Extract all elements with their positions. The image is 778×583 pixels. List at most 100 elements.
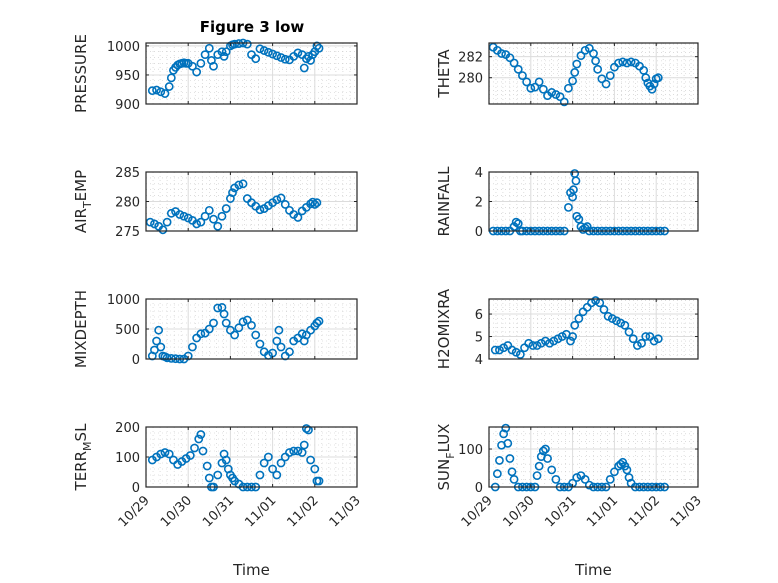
data-point [185,451,195,460]
data-point [268,464,277,474]
data-point [251,330,261,340]
data-point [610,467,619,477]
data-point [532,471,542,481]
data-point [591,56,600,66]
data-point [507,467,517,477]
data-point [541,444,550,454]
y-tick-label: 500 [115,323,140,338]
data-point [499,429,509,439]
data-point [280,54,290,64]
data-point [572,59,582,69]
y-axis-label: AIRTEMP [72,170,94,233]
data-point [175,210,185,219]
data-point [228,188,237,198]
data-point [198,446,208,456]
plot-area [489,427,698,487]
data-point [582,222,592,231]
data-point [156,342,166,352]
data-point [570,68,580,77]
data-point [156,87,166,97]
data-point [272,195,282,205]
data-point [314,43,324,53]
data-point [530,82,540,92]
y-tick-label: 900 [115,98,140,113]
data-point [188,342,197,352]
y-tick-label: 100 [115,451,140,466]
data-point [522,77,532,87]
data-point [255,205,265,215]
data-point [263,47,273,57]
data-point [219,51,229,61]
data-point [196,430,206,439]
data-point [268,49,277,59]
data-point [622,465,632,475]
data-point [572,473,582,482]
y-tick-label: 1000 [107,293,140,308]
data-point [166,73,176,83]
y-tick-label: 100 [458,443,483,458]
data-point [280,200,290,209]
data-point [164,82,174,91]
y-tick-label: 280 [115,196,140,211]
data-point [306,455,315,465]
x-axis-label: Time [232,561,270,579]
y-tick-label: 950 [115,69,140,84]
data-point [647,84,657,94]
data-point [166,208,176,218]
y-tick-label: 1000 [107,40,140,55]
data-point [272,336,282,346]
data-point [285,347,294,357]
y-tick-label: 282 [458,51,483,66]
data-point [213,221,223,231]
data-point [160,448,170,457]
data-point [285,448,294,457]
data-point [505,454,515,463]
data-point [622,58,632,68]
data-point [526,83,536,93]
data-point [209,318,218,328]
y-tick-label: 200 [115,421,140,436]
data-point [653,73,663,83]
y-tick-label: 280 [458,72,483,87]
y-tick-label: 0 [132,481,140,496]
y-tick-label: 275 [115,225,140,240]
data-point [272,51,282,61]
data-point [605,475,615,484]
data-point [230,330,240,340]
data-point [314,316,324,326]
data-point [293,48,303,58]
y-axis-label: SUNFLUX [435,424,457,491]
data-point [301,54,311,64]
data-point [272,470,282,480]
data-point [568,76,577,86]
data-point [580,475,590,484]
data-point [162,217,172,227]
x-axis-label: Time [574,561,612,579]
subplot-h2omixra: 4 5 6 H2OMIXRA [435,288,699,369]
data-point [547,465,557,475]
subplot-mixdepth: 0 500 1000 MIXDEPTH [72,290,358,368]
data-point [192,219,202,229]
data-point [255,339,265,349]
data-point [255,44,265,54]
data-point [515,350,525,359]
data-point [513,64,523,74]
subplot-theta: 280 282 THETA [435,42,699,107]
data-point [259,458,269,468]
data-point [221,47,231,57]
data-point [147,86,157,96]
data-point [299,63,309,73]
data-point [509,58,519,68]
data-point [255,470,265,480]
data-point [555,92,565,102]
figure-title: Figure 3 low [200,18,305,36]
data-point [219,309,229,319]
data-point [213,470,223,480]
data-point [190,443,199,453]
axes-box [488,298,699,360]
data-point [160,89,170,98]
plot-area [489,299,698,359]
data-point [534,77,544,87]
data-point [614,58,623,68]
